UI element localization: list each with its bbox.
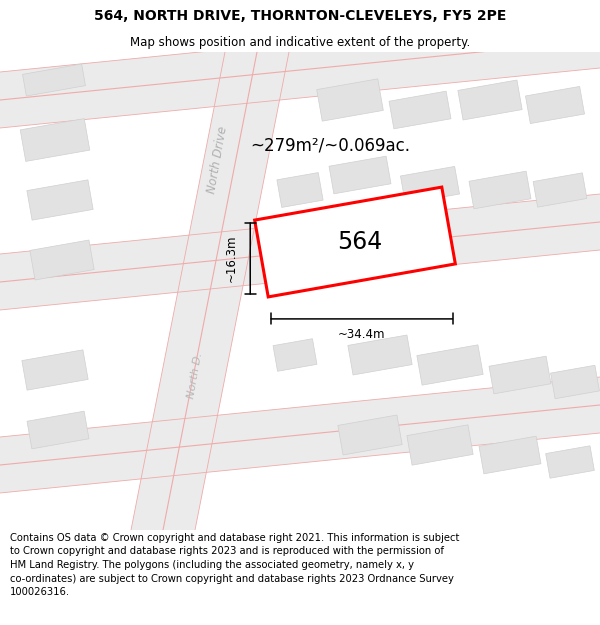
Polygon shape bbox=[22, 350, 88, 390]
Polygon shape bbox=[551, 365, 599, 399]
Polygon shape bbox=[0, 194, 600, 310]
Polygon shape bbox=[317, 79, 383, 121]
Polygon shape bbox=[338, 415, 402, 455]
Polygon shape bbox=[131, 52, 289, 530]
Polygon shape bbox=[479, 436, 541, 474]
Polygon shape bbox=[254, 187, 455, 297]
Polygon shape bbox=[20, 119, 90, 161]
Text: ~16.3m: ~16.3m bbox=[225, 235, 238, 282]
Text: 564, NORTH DRIVE, THORNTON-CLEVELEYS, FY5 2PE: 564, NORTH DRIVE, THORNTON-CLEVELEYS, FY… bbox=[94, 9, 506, 22]
Text: ~34.4m: ~34.4m bbox=[338, 328, 386, 341]
Text: North D.: North D. bbox=[186, 351, 204, 399]
Text: Contains OS data © Crown copyright and database right 2021. This information is : Contains OS data © Crown copyright and d… bbox=[10, 533, 460, 598]
Polygon shape bbox=[407, 425, 473, 465]
Polygon shape bbox=[277, 173, 323, 208]
Text: ~279m²/~0.069ac.: ~279m²/~0.069ac. bbox=[250, 136, 410, 154]
Polygon shape bbox=[458, 80, 522, 120]
Polygon shape bbox=[0, 12, 600, 128]
Polygon shape bbox=[27, 180, 93, 220]
Polygon shape bbox=[348, 335, 412, 375]
Polygon shape bbox=[526, 86, 584, 124]
Polygon shape bbox=[469, 171, 531, 209]
Polygon shape bbox=[0, 377, 600, 493]
Text: 564: 564 bbox=[337, 230, 383, 254]
Polygon shape bbox=[417, 345, 483, 385]
Polygon shape bbox=[30, 240, 94, 280]
Polygon shape bbox=[27, 411, 89, 449]
Polygon shape bbox=[23, 64, 85, 96]
Text: North Drive: North Drive bbox=[205, 126, 229, 194]
Polygon shape bbox=[400, 166, 460, 204]
Polygon shape bbox=[545, 446, 595, 478]
Polygon shape bbox=[533, 173, 587, 207]
Text: Map shows position and indicative extent of the property.: Map shows position and indicative extent… bbox=[130, 36, 470, 49]
Polygon shape bbox=[329, 156, 391, 194]
Polygon shape bbox=[273, 339, 317, 371]
Polygon shape bbox=[389, 91, 451, 129]
Polygon shape bbox=[489, 356, 551, 394]
